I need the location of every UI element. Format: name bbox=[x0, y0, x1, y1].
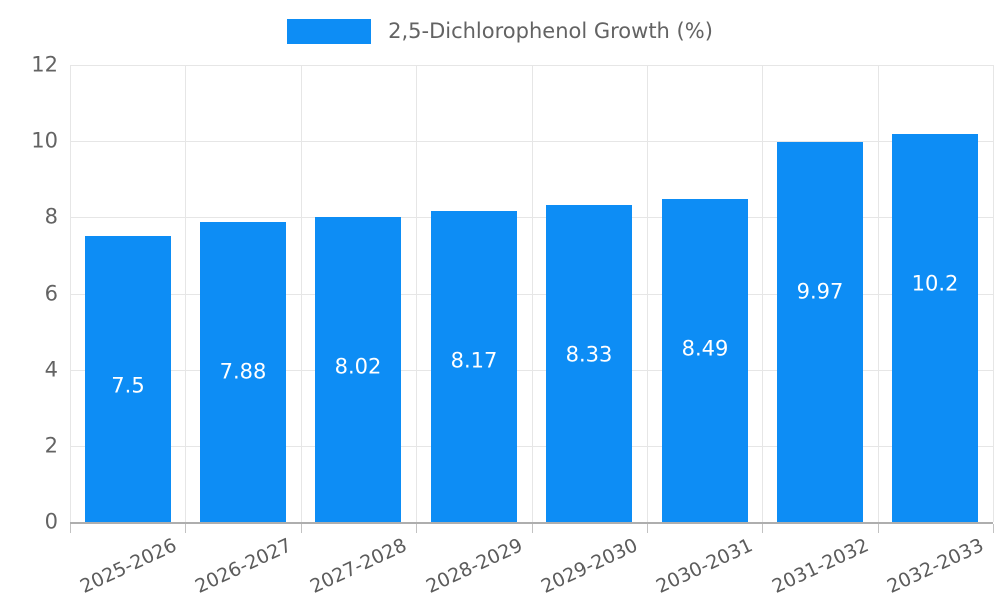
bar-value-label: 9.97 bbox=[796, 279, 844, 304]
y-axis-tick-label: 2 bbox=[44, 433, 58, 458]
vertical-gridline bbox=[532, 65, 533, 522]
bar[interactable]: 8.02 bbox=[315, 216, 401, 522]
y-axis-labels: 0 2 4 6 8 10 12 bbox=[0, 0, 58, 600]
bar-value-label: 8.49 bbox=[681, 336, 729, 361]
bar-value-label: 7.5 bbox=[111, 373, 145, 398]
bar[interactable]: 8.17 bbox=[431, 210, 517, 522]
bar[interactable]: 8.49 bbox=[662, 198, 748, 522]
vertical-gridline bbox=[647, 65, 648, 522]
horizontal-gridline bbox=[70, 369, 993, 371]
bar-value-label: 8.17 bbox=[450, 348, 498, 373]
horizontal-gridline bbox=[70, 65, 993, 66]
bar[interactable]: 7.5 bbox=[85, 236, 171, 522]
vertical-gridline bbox=[762, 65, 763, 522]
plot-area bbox=[70, 65, 994, 523]
x-axis-tick bbox=[532, 524, 533, 533]
x-axis-tick bbox=[70, 524, 71, 533]
y-axis-tick-label: 8 bbox=[44, 204, 58, 229]
vertical-gridline bbox=[301, 65, 302, 522]
x-axis-tick bbox=[301, 524, 302, 533]
x-axis-tick bbox=[878, 524, 879, 533]
vertical-gridline bbox=[70, 65, 71, 522]
x-axis-tick bbox=[993, 524, 994, 533]
x-axis-tick-label: 2029-2030 bbox=[538, 534, 642, 598]
bar-series: 7.5 7.88 8.02 8.17 8.33 8.49 9.97 10.2 bbox=[70, 65, 993, 522]
bar[interactable]: 9.97 bbox=[777, 142, 863, 522]
vertical-gridline bbox=[993, 65, 994, 522]
x-axis-tick bbox=[762, 524, 763, 533]
horizontal-gridline bbox=[70, 141, 993, 143]
x-axis-line bbox=[70, 522, 993, 524]
chart-legend: 2,5-Dichlorophenol Growth (%) bbox=[0, 10, 1000, 52]
y-axis-tick-label: 6 bbox=[44, 281, 58, 305]
x-axis-tick bbox=[185, 524, 186, 533]
bar[interactable]: 7.88 bbox=[200, 221, 286, 522]
vertical-gridline bbox=[416, 65, 417, 522]
y-axis-tick-label: 10 bbox=[31, 128, 58, 153]
y-axis-tick-label: 12 bbox=[31, 52, 58, 77]
x-axis-tick-label: 2032-2033 bbox=[884, 534, 988, 598]
x-axis-tick-label: 2027-2028 bbox=[307, 534, 411, 598]
bar-value-label: 8.33 bbox=[565, 342, 613, 367]
bar[interactable]: 10.2 bbox=[892, 133, 978, 522]
vertical-gridline bbox=[878, 65, 879, 522]
x-axis-tick bbox=[647, 524, 648, 533]
x-axis-tick-label: 2031-2032 bbox=[769, 534, 873, 598]
bar-value-label: 8.02 bbox=[334, 354, 382, 379]
x-axis-labels: 2025-2026 2026-2027 2027-2028 2028-2029 2029… bbox=[70, 522, 993, 600]
legend-color-swatch bbox=[287, 18, 372, 44]
y-axis-tick-label: 4 bbox=[44, 357, 58, 382]
legend-label: 2,5-Dichlorophenol Growth (%) bbox=[388, 18, 713, 43]
horizontal-gridline bbox=[70, 293, 993, 295]
vertical-gridline bbox=[185, 65, 186, 522]
x-axis-tick bbox=[416, 524, 417, 533]
horizontal-gridline bbox=[70, 217, 993, 219]
x-axis-tick-label: 2025-2026 bbox=[77, 534, 181, 598]
horizontal-gridline bbox=[70, 445, 993, 447]
y-axis-tick-label: 0 bbox=[44, 509, 58, 534]
x-axis-tick-label: 2026-2027 bbox=[192, 534, 296, 598]
bar[interactable]: 8.33 bbox=[546, 204, 632, 522]
x-axis-tick-label: 2028-2029 bbox=[423, 534, 527, 598]
bar-value-label: 7.88 bbox=[219, 359, 267, 384]
bar-value-label: 10.2 bbox=[911, 271, 959, 296]
x-axis-tick-label: 2030-2031 bbox=[653, 534, 757, 598]
